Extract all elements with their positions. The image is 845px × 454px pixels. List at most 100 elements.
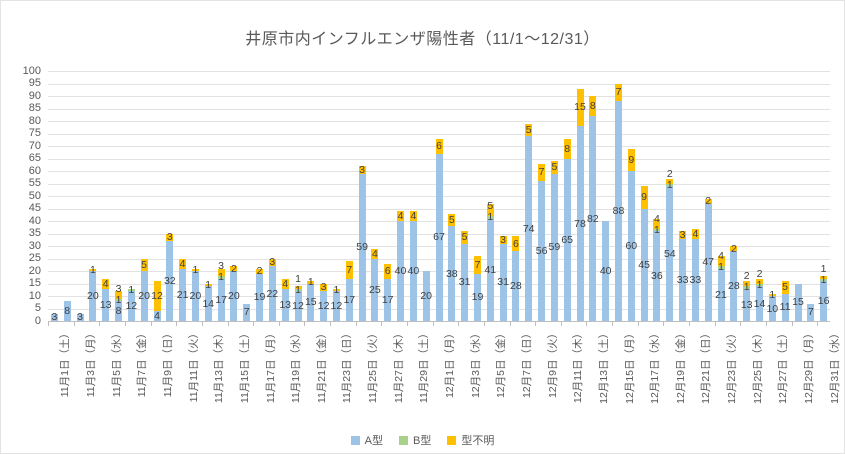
bar-segment-a bbox=[717, 268, 725, 321]
x-tick-mark bbox=[612, 321, 614, 326]
bar-segment-unknown bbox=[217, 268, 225, 276]
chart-title: 井原市内インフルエンザ陽性者（11/1～12/31） bbox=[245, 31, 600, 48]
bar-segment-b bbox=[115, 298, 122, 301]
bar-segment-a bbox=[127, 291, 135, 321]
legend: A型 B型 型不明 bbox=[1, 432, 844, 448]
bar-segment-unknown bbox=[704, 198, 712, 204]
bar-segment-a bbox=[371, 258, 379, 321]
bar-segment-a bbox=[781, 293, 789, 321]
bar-segment-unknown bbox=[627, 148, 635, 171]
bar-segment-a bbox=[550, 173, 558, 321]
bar-segment-unknown bbox=[115, 291, 122, 299]
x-axis-label: 11月13日（木） bbox=[213, 328, 226, 404]
x-tick-mark bbox=[483, 321, 485, 326]
x-tick-mark bbox=[330, 321, 331, 326]
x-tick-mark bbox=[355, 321, 357, 326]
bar-segment-a bbox=[820, 281, 828, 321]
x-axis-label: 12月29日（月） bbox=[803, 328, 815, 404]
bar-segment-a bbox=[576, 126, 584, 321]
legend-swatch bbox=[399, 435, 408, 445]
bar-segment-a bbox=[435, 153, 443, 321]
y-tick-label: 85 bbox=[28, 102, 41, 114]
bar-segment-a bbox=[756, 286, 763, 321]
x-tick-mark bbox=[791, 321, 793, 326]
bar-segment-unknown bbox=[307, 281, 315, 284]
bar-segment-a bbox=[345, 278, 353, 321]
bar-segment-a bbox=[679, 238, 687, 321]
bar-segment-unknown bbox=[384, 263, 392, 279]
x-axis-label: 11月9日（日） bbox=[162, 328, 174, 398]
x-axis-label: 11月23日（日） bbox=[341, 328, 354, 404]
x-axis-label: 12月1日（月） bbox=[444, 328, 456, 399]
bar-segment-unknown bbox=[756, 278, 763, 284]
bar-segment-a bbox=[538, 181, 546, 321]
bar-segment-a bbox=[627, 171, 635, 321]
bar-segment-a bbox=[525, 136, 533, 321]
bar-segment-unknown bbox=[461, 231, 469, 244]
x-axis-label: 12月3日（水） bbox=[469, 328, 482, 399]
x-tick-mark bbox=[227, 321, 229, 326]
bar-segment-unknown bbox=[743, 281, 751, 286]
bar-segment-b bbox=[486, 216, 494, 219]
bar-segment-b bbox=[217, 276, 225, 279]
bar-segment-a bbox=[691, 238, 699, 321]
x-axis-label: 11月29日（土） bbox=[418, 328, 431, 404]
x-tick-mark bbox=[176, 321, 178, 326]
bar-segment-b bbox=[820, 278, 828, 281]
bar-segment-b bbox=[756, 283, 763, 286]
bar-segment-a bbox=[666, 186, 674, 321]
bar-segment-a bbox=[807, 303, 815, 321]
x-tick-mark bbox=[201, 321, 203, 326]
legend-item-b: B型 bbox=[399, 432, 431, 448]
x-tick-mark bbox=[124, 321, 126, 326]
data-label: 1 bbox=[820, 262, 827, 275]
x-tick-mark bbox=[432, 321, 434, 326]
x-axis-label: 12月31日（水） bbox=[828, 328, 841, 404]
bar-segment-unknown bbox=[820, 276, 828, 279]
x-tick-mark bbox=[407, 321, 408, 326]
bar-segment-unknown bbox=[332, 288, 340, 291]
bar-segment-unknown bbox=[781, 281, 789, 294]
legend-label: 型不明 bbox=[461, 435, 495, 447]
bar-segment-unknown bbox=[204, 283, 212, 286]
bar-segment-unknown bbox=[563, 138, 571, 159]
bar-segment-unknown bbox=[640, 186, 648, 209]
bar-segment-unknown bbox=[653, 218, 661, 229]
bar-segment-unknown bbox=[768, 293, 776, 296]
y-tick-label: 55 bbox=[28, 177, 41, 189]
bar-segment-b bbox=[743, 286, 751, 289]
legend-swatch bbox=[350, 435, 360, 445]
bar-segment-a bbox=[409, 221, 417, 321]
bar-segment-unknown bbox=[256, 268, 263, 274]
bar-segment-unknown bbox=[435, 138, 443, 154]
x-tick-mark bbox=[304, 321, 306, 326]
x-axis-label: 11月1日（土） bbox=[59, 328, 72, 398]
x-tick-mark bbox=[560, 321, 562, 326]
bar-segment-a bbox=[512, 251, 520, 321]
x-axis-label: 11月19日（水） bbox=[290, 328, 303, 404]
x-axis-label: 12月25日（木） bbox=[751, 328, 764, 404]
bar-segment-unknown bbox=[320, 283, 328, 291]
x-tick-mark bbox=[637, 321, 639, 326]
bar-segment-a bbox=[499, 243, 507, 321]
x-axis-label: 12月27日（土） bbox=[777, 328, 790, 404]
bar-segment-a bbox=[563, 158, 571, 321]
bar-segment-a bbox=[294, 291, 302, 321]
bar-segment-a bbox=[217, 278, 225, 321]
y-tick-label: 75 bbox=[28, 127, 41, 139]
bar-segment-a bbox=[230, 271, 238, 321]
x-tick-mark bbox=[689, 321, 690, 326]
y-tick-label: 65 bbox=[28, 152, 41, 164]
y-tick-label: 20 bbox=[28, 264, 41, 277]
x-tick-mark bbox=[48, 321, 49, 326]
bar-segment-unknown bbox=[512, 236, 520, 251]
bar-segment-a bbox=[704, 203, 712, 321]
x-tick-mark bbox=[817, 321, 819, 326]
bar-segment-a bbox=[307, 283, 315, 321]
bar-segment-a bbox=[243, 303, 251, 321]
bar-segment-a bbox=[89, 271, 97, 321]
y-tick-label: 35 bbox=[28, 227, 41, 239]
x-tick-mark bbox=[586, 321, 588, 326]
legend-swatch bbox=[447, 435, 457, 445]
